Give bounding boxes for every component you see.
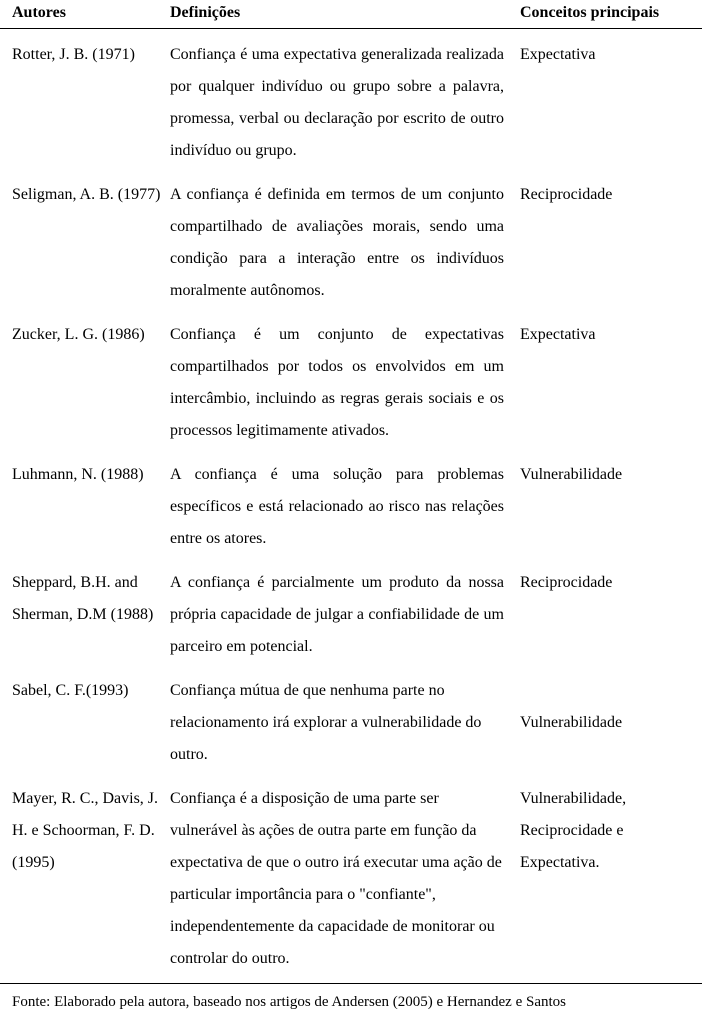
table-header-row: Autores Definições Conceitos principais xyxy=(0,0,702,29)
author-cell: Zucker, L. G. (1986) xyxy=(0,319,170,447)
table-row: Rotter, J. B. (1971)Confiança é uma expe… xyxy=(0,29,702,169)
author-cell: Seligman, A. B. (1977) xyxy=(0,179,170,307)
author-cell: Mayer, R. C., Davis, J. H. e Schoorman, … xyxy=(0,783,170,975)
definition-cell: Confiança é um conjunto de expectativas … xyxy=(170,319,520,447)
concept-cell: Expectativa xyxy=(520,319,702,447)
source-footnote: Fonte: Elaborado pela autora, baseado no… xyxy=(0,984,702,1014)
header-concepts: Conceitos principais xyxy=(520,4,702,22)
concept-cell: Vulnerabilidade xyxy=(520,459,702,555)
author-cell: Sabel, C. F.(1993) xyxy=(0,675,170,771)
concept-cell: Expectativa xyxy=(520,39,702,167)
table-row: Seligman, A. B. (1977)A confiança é defi… xyxy=(0,169,702,309)
table-row: Sabel, C. F.(1993)Confiança mútua de que… xyxy=(0,665,702,773)
concept-cell: Vulnerabilidade, Reciprocidade e Expecta… xyxy=(520,783,702,975)
table-row: Sheppard, B.H. and Sherman, D.M (1988)A … xyxy=(0,557,702,665)
definition-cell: A confiança é uma solução para problemas… xyxy=(170,459,520,555)
definition-cell: A confiança é definida em termos de um c… xyxy=(170,179,520,307)
concept-cell: Reciprocidade xyxy=(520,179,702,307)
table-row: Mayer, R. C., Davis, J. H. e Schoorman, … xyxy=(0,773,702,984)
author-cell: Sheppard, B.H. and Sherman, D.M (1988) xyxy=(0,567,170,663)
table-row: Luhmann, N. (1988)A confiança é uma solu… xyxy=(0,449,702,557)
definition-cell: A confiança é parcialmente um produto da… xyxy=(170,567,520,663)
definition-cell: Confiança é a disposição de uma parte se… xyxy=(170,783,520,975)
author-cell: Rotter, J. B. (1971) xyxy=(0,39,170,167)
table-row: Zucker, L. G. (1986)Confiança é um conju… xyxy=(0,309,702,449)
header-authors: Autores xyxy=(0,4,170,22)
definition-cell: Confiança mútua de que nenhuma parte no … xyxy=(170,675,520,771)
header-definitions: Definições xyxy=(170,4,520,22)
concept-cell: Vulnerabilidade xyxy=(520,675,702,771)
definition-cell: Confiança é uma expectativa generalizada… xyxy=(170,39,520,167)
author-cell: Luhmann, N. (1988) xyxy=(0,459,170,555)
concept-cell: Reciprocidade xyxy=(520,567,702,663)
table-body: Rotter, J. B. (1971)Confiança é uma expe… xyxy=(0,29,702,984)
definitions-table: Autores Definições Conceitos principais … xyxy=(0,0,702,984)
